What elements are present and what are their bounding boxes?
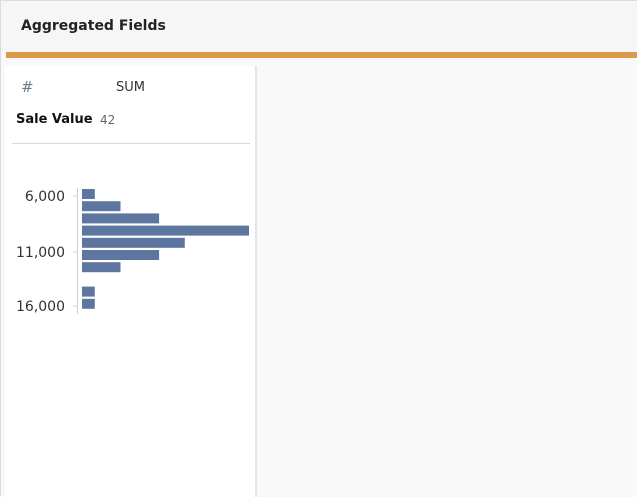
histogram-bar[interactable]: [82, 201, 121, 212]
y-tick-label: 11,000: [16, 245, 65, 261]
y-tick-label: 6,000: [25, 189, 65, 205]
number-icon: #: [21, 78, 34, 96]
histogram-bar[interactable]: [82, 262, 121, 273]
content-pane: [259, 60, 637, 497]
histogram-bar[interactable]: [82, 225, 249, 236]
accent-bar: [6, 52, 637, 58]
histogram-chart[interactable]: 6,000 11,000 16,000: [5, 166, 257, 366]
header-title: Aggregated Fields: [21, 18, 166, 34]
header: Aggregated Fields: [1, 1, 637, 52]
histogram-bar[interactable]: [82, 213, 160, 224]
field-count: 42: [100, 113, 116, 127]
histogram-bar[interactable]: [82, 298, 95, 309]
histogram-bar[interactable]: [82, 237, 185, 248]
field-name[interactable]: Sale Value: [16, 112, 93, 127]
aggregation-label[interactable]: SUM: [116, 80, 145, 95]
y-tick-label: 16,000: [16, 299, 65, 315]
histogram-bar[interactable]: [82, 286, 95, 297]
histogram-bar[interactable]: [82, 250, 160, 260]
histogram-bar[interactable]: [82, 189, 95, 199]
divider: [12, 143, 250, 144]
field-profile-card[interactable]: # SUM Sale Value 42 6,000 11,000 16,000: [5, 66, 257, 497]
